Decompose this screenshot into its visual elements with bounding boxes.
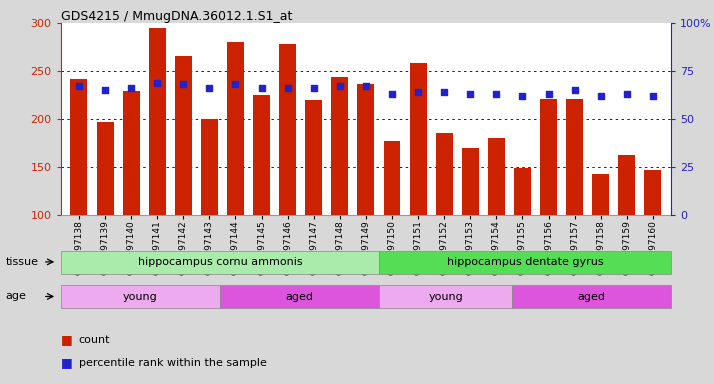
Point <box>569 87 580 93</box>
Text: GDS4215 / MmugDNA.36012.1.S1_at: GDS4215 / MmugDNA.36012.1.S1_at <box>61 10 292 23</box>
Text: young: young <box>428 291 463 302</box>
Point <box>465 91 476 97</box>
Text: ■: ■ <box>61 356 72 369</box>
Bar <box>306 100 322 215</box>
Text: count: count <box>79 335 110 345</box>
Text: aged: aged <box>578 291 605 302</box>
Text: tissue: tissue <box>6 257 39 267</box>
Point <box>178 81 189 88</box>
Bar <box>488 138 505 215</box>
Bar <box>61 285 220 308</box>
Bar <box>279 44 296 215</box>
Point <box>126 85 137 91</box>
Bar <box>61 251 379 273</box>
Point <box>256 85 267 91</box>
Bar <box>227 42 244 215</box>
Point <box>595 93 606 99</box>
Point <box>413 89 424 95</box>
Point <box>151 79 163 86</box>
Bar <box>436 134 453 215</box>
Point <box>282 85 293 91</box>
Point <box>438 89 450 95</box>
Bar <box>358 84 374 215</box>
Point <box>230 81 241 88</box>
Bar <box>123 91 140 215</box>
Text: age: age <box>6 291 26 301</box>
Text: percentile rank within the sample: percentile rank within the sample <box>79 358 266 368</box>
Bar <box>410 63 426 215</box>
Bar <box>592 174 609 215</box>
Point <box>647 93 658 99</box>
Bar <box>331 77 348 215</box>
Point <box>203 85 215 91</box>
Point <box>334 83 346 89</box>
Point <box>491 91 502 97</box>
Bar <box>220 285 379 308</box>
Point <box>543 91 554 97</box>
Bar <box>618 155 635 215</box>
Point <box>517 93 528 99</box>
Bar <box>71 79 87 215</box>
Bar <box>96 122 114 215</box>
Bar <box>540 99 557 215</box>
Bar <box>379 285 512 308</box>
Bar <box>201 119 218 215</box>
Bar <box>514 168 531 215</box>
Point <box>99 87 111 93</box>
Text: young: young <box>123 291 158 302</box>
Point <box>386 91 398 97</box>
Text: ■: ■ <box>61 333 72 346</box>
Point <box>308 85 319 91</box>
Point <box>74 83 85 89</box>
Bar <box>379 251 671 273</box>
Bar <box>383 141 401 215</box>
Bar <box>566 99 583 215</box>
Point <box>621 91 633 97</box>
Text: hippocampus cornu ammonis: hippocampus cornu ammonis <box>138 257 302 267</box>
Bar <box>645 170 661 215</box>
Text: aged: aged <box>286 291 313 302</box>
Bar <box>512 285 671 308</box>
Bar <box>462 148 479 215</box>
Point <box>360 83 371 89</box>
Bar <box>253 95 270 215</box>
Text: hippocampus dentate gyrus: hippocampus dentate gyrus <box>447 257 603 267</box>
Bar <box>175 56 192 215</box>
Bar <box>149 28 166 215</box>
